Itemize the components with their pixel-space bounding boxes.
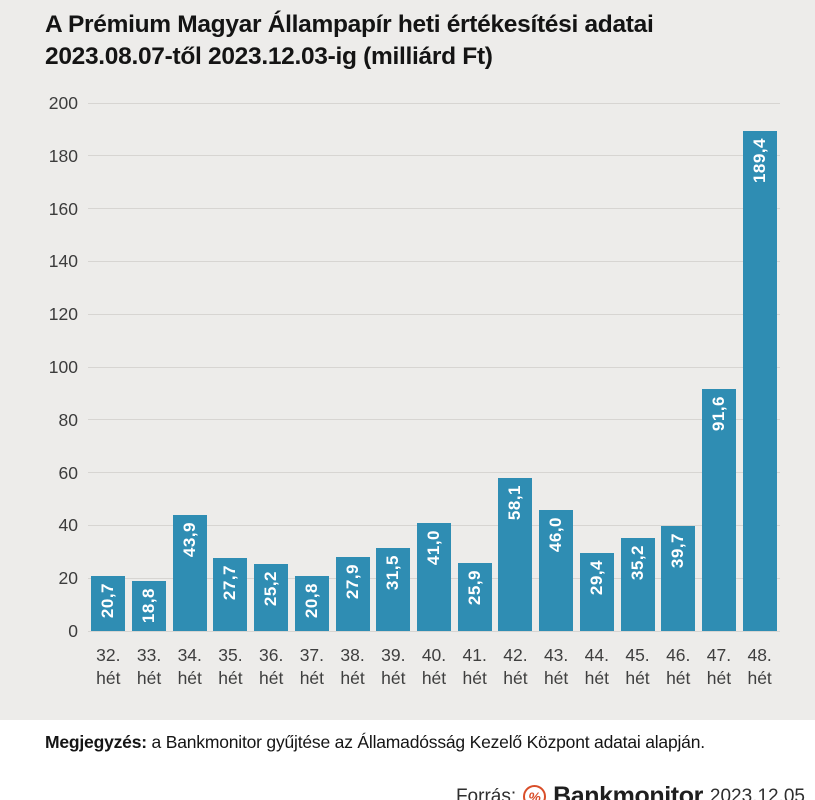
x-tick-label: 38. hét xyxy=(340,645,365,688)
note-label: Megjegyzés: xyxy=(45,732,147,752)
gridline xyxy=(88,208,780,210)
x-tick-label: 45. hét xyxy=(625,645,650,688)
bar-value-label: 27,9 xyxy=(342,564,362,600)
x-tick-label: 41. hét xyxy=(462,645,487,688)
bar-value-label: 43,9 xyxy=(179,522,199,558)
source-label: Forrás: xyxy=(455,785,517,800)
y-tick-label: 200 xyxy=(48,93,78,113)
y-tick-label: 160 xyxy=(48,198,78,219)
bar: 43,9 xyxy=(172,515,207,631)
bar-value-label: 39,7 xyxy=(668,533,688,569)
bar: 25,9 xyxy=(457,562,492,631)
gridline xyxy=(88,313,780,315)
bar-value-label: 58,1 xyxy=(505,484,525,520)
bar-value-label: 46,0 xyxy=(546,516,566,552)
bar: 29,4 xyxy=(579,553,614,631)
bar-value-label: 27,7 xyxy=(220,564,240,600)
chart-title-line2: 2023.08.07-től 2023.12.03-ig (milliárd F… xyxy=(45,42,493,70)
bar: 20,7 xyxy=(91,576,126,631)
bar: 27,7 xyxy=(213,557,248,631)
x-tick-label: 37. hét xyxy=(299,645,325,688)
x-tick-label: 32. hét xyxy=(96,645,121,688)
percent-circle-icon: % xyxy=(523,785,547,800)
bar: 25,2 xyxy=(254,564,289,631)
chart-note: Megjegyzés: a Bankmonitor gyűjtése az Ál… xyxy=(45,732,785,753)
x-tick-label: 46. hét xyxy=(666,645,691,688)
x-tick-label: 33. hét xyxy=(136,645,162,688)
y-tick-label: 80 xyxy=(58,409,78,430)
source-date: 2023.12.05 xyxy=(709,785,805,800)
bar: 20,8 xyxy=(294,576,329,631)
gridline xyxy=(88,472,780,474)
gridline xyxy=(88,366,780,368)
bar-value-label: 20,8 xyxy=(301,583,321,619)
bar: 91,6 xyxy=(701,389,736,631)
source-attribution: Forrás: % Bankmonitor 2023.12.05 xyxy=(456,782,805,800)
x-tick-label: 34. hét xyxy=(177,645,202,688)
x-tick-label: 40. hét xyxy=(421,645,447,688)
gridline xyxy=(88,630,780,632)
x-tick-label: 36. hét xyxy=(259,645,284,688)
bar-value-label: 91,6 xyxy=(708,396,728,432)
bar: 189,4 xyxy=(742,130,777,631)
gridline xyxy=(88,260,780,262)
y-tick-label: 140 xyxy=(48,251,78,272)
bar-value-label: 29,4 xyxy=(586,560,606,596)
bar-value-label: 18,8 xyxy=(139,588,159,624)
x-tick-label: 48. hét xyxy=(747,645,772,688)
chart-section: A Prémium Magyar Állampapír heti értékes… xyxy=(0,0,815,720)
chart-title-line1: A Prémium Magyar Állampapír heti értékes… xyxy=(45,11,654,38)
brand-name: Bankmonitor xyxy=(553,782,703,800)
y-tick-label: 20 xyxy=(58,568,78,589)
bar: 46,0 xyxy=(539,509,574,631)
bar-value-label: 189,4 xyxy=(749,137,769,184)
y-tick-label: 60 xyxy=(58,462,78,483)
chart-title: A Prémium Magyar Állampapír heti értékes… xyxy=(45,9,785,72)
x-tick-label: 42. hét xyxy=(503,645,528,688)
gridline xyxy=(88,102,780,104)
bar: 18,8 xyxy=(132,581,167,631)
gridline xyxy=(88,419,780,421)
footer-panel: Megjegyzés: a Bankmonitor gyűjtése az Ál… xyxy=(0,720,815,800)
x-tick-label: 47. hét xyxy=(706,645,732,688)
bar-value-label: 20,7 xyxy=(98,583,118,619)
bar: 58,1 xyxy=(498,477,533,631)
bar-value-label: 41,0 xyxy=(424,529,443,565)
x-tick-label: 39. hét xyxy=(381,645,406,688)
x-tick-label: 35. hét xyxy=(218,645,243,688)
bar-value-label: 25,9 xyxy=(464,569,484,605)
x-tick-label: 43. hét xyxy=(543,645,569,688)
gridline xyxy=(88,155,780,157)
bar: 31,5 xyxy=(376,547,411,631)
y-tick-label: 100 xyxy=(48,357,78,377)
y-tick-label: 180 xyxy=(48,145,78,166)
x-tick-label: 44. hét xyxy=(584,645,609,688)
bar-value-label: 25,2 xyxy=(261,571,281,607)
y-tick-label: 0 xyxy=(68,621,78,641)
bar: 35,2 xyxy=(620,538,655,631)
bar: 27,9 xyxy=(335,557,370,631)
y-tick-label: 120 xyxy=(48,304,78,325)
y-tick-label: 40 xyxy=(58,515,78,536)
bar: 41,0 xyxy=(417,522,451,631)
bar-value-label: 31,5 xyxy=(383,554,403,590)
bar-value-label: 35,2 xyxy=(627,545,647,581)
bar: 39,7 xyxy=(661,526,696,631)
note-text: a Bankmonitor gyűjtése az Államadósság K… xyxy=(146,732,706,752)
bar-chart-plot-area: 20,7 18,8 43,9 27,7 25,2 20,8 27,9 31,5 41,0 25,9… xyxy=(88,102,780,632)
